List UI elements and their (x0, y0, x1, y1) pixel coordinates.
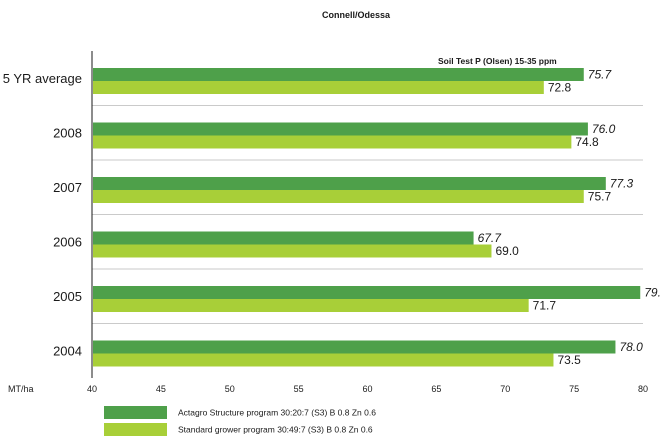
value-label: 73.5 (557, 353, 581, 367)
category-label: 2006 (53, 234, 82, 249)
category-labels: 5 YR average 2008 2007 2006 2005 2004 (3, 71, 82, 359)
bar (93, 231, 474, 245)
x-axis-unit-label: MT/ha (8, 384, 34, 394)
value-label: 77.3 (610, 177, 634, 191)
bar (93, 353, 554, 367)
x-tick-label: 80 (638, 384, 648, 394)
bars (93, 68, 641, 367)
legend-swatch (104, 406, 167, 419)
value-label: 67.7 (478, 231, 503, 245)
value-label: 79.8 (644, 286, 660, 300)
x-tick-label: 60 (362, 384, 372, 394)
x-tick-label: 45 (156, 384, 166, 394)
x-tick-labels: 40 45 50 55 60 65 70 75 80 (87, 384, 648, 394)
legend: Actagro Structure program 30:20:7 (S3) B… (104, 406, 376, 436)
x-tick-label: 40 (87, 384, 97, 394)
bar (93, 299, 529, 312)
value-label: 74.8 (575, 135, 599, 149)
x-tick-label: 75 (569, 384, 579, 394)
value-label: 75.7 (588, 68, 613, 82)
x-tick-label: 70 (500, 384, 510, 394)
x-tick-label: 55 (294, 384, 304, 394)
bar (93, 286, 641, 299)
bar (93, 68, 584, 81)
bar (93, 190, 584, 203)
bar (93, 340, 616, 354)
gridlines (92, 105, 643, 324)
value-labels: 75.772.876.074.877.375.767.769.079.871.7… (478, 68, 660, 368)
category-label: 2005 (53, 289, 82, 304)
legend-label: Standard grower program 30:49:7 (S3) B 0… (178, 425, 373, 435)
category-label: 5 YR average (3, 71, 82, 86)
category-label: 2007 (53, 180, 82, 195)
value-label: 76.0 (592, 122, 616, 136)
bar (93, 135, 572, 149)
bar (93, 81, 544, 94)
legend-swatch (104, 423, 167, 436)
x-tick-label: 50 (225, 384, 235, 394)
value-label: 69.0 (495, 244, 519, 258)
value-label: 75.7 (588, 190, 612, 204)
value-label: 71.7 (533, 299, 557, 313)
x-tick-label: 65 (431, 384, 441, 394)
value-label: 72.8 (548, 81, 572, 95)
bar (93, 122, 588, 136)
bar (93, 244, 492, 258)
bar (93, 177, 606, 190)
category-label: 2008 (53, 125, 82, 140)
chart-subtitle: Soil Test P (Olsen) 15-35 ppm (438, 56, 557, 66)
category-label: 2004 (53, 343, 82, 358)
value-label: 78.0 (619, 340, 643, 354)
legend-label: Actagro Structure program 30:20:7 (S3) B… (178, 408, 376, 418)
chart-title: Connell/Odessa (322, 10, 391, 20)
